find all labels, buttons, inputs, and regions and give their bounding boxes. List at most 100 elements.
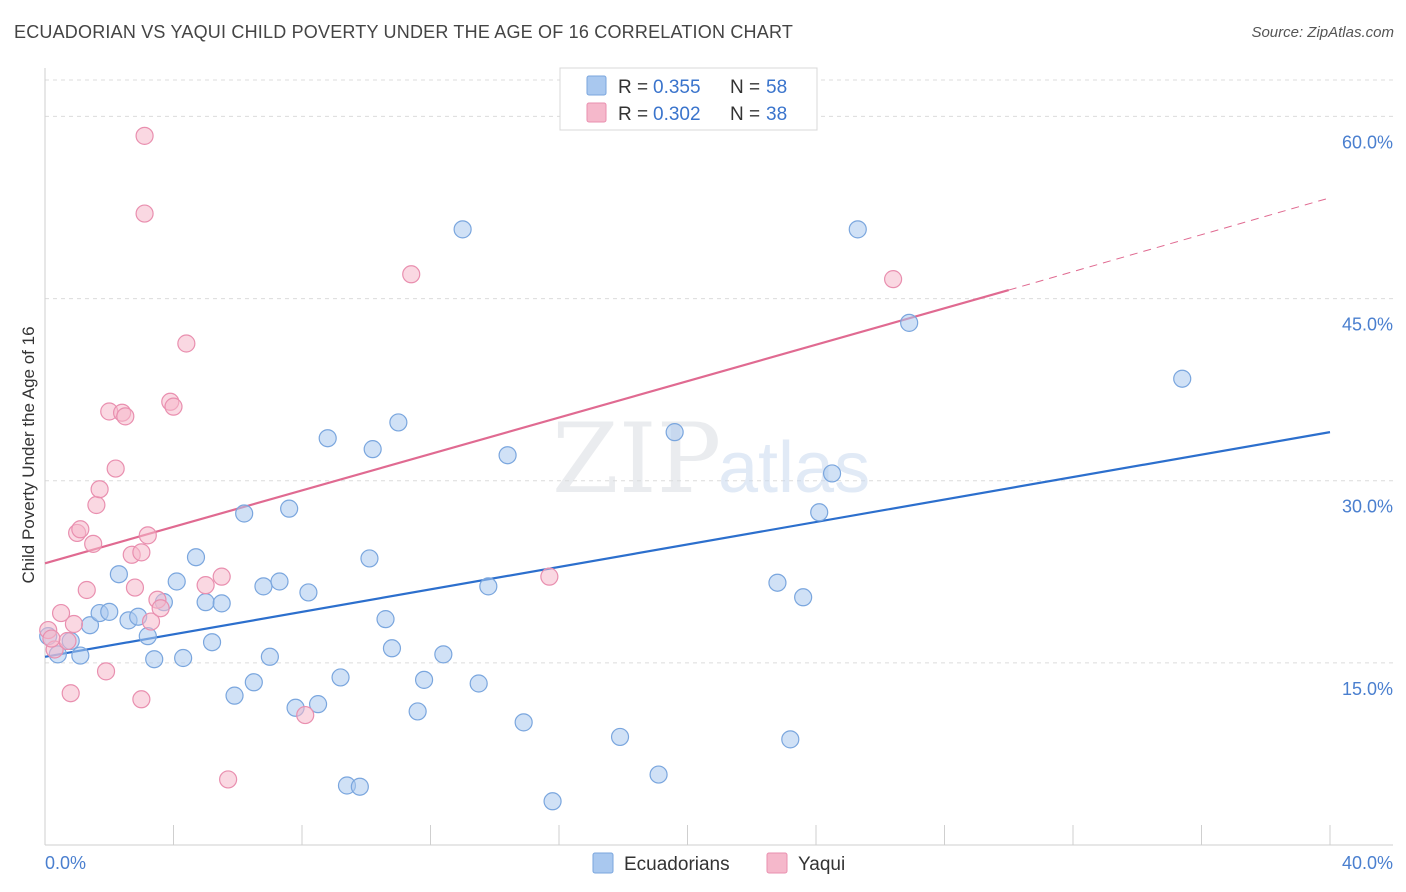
ecuadorians-point xyxy=(145,650,164,669)
yaqui-point xyxy=(132,543,151,562)
ecuadorians-point xyxy=(781,730,800,749)
yaqui-point xyxy=(219,770,238,789)
ecuadorians-point xyxy=(822,464,842,483)
ecuadorians-point xyxy=(363,440,382,459)
yaqui-point xyxy=(196,576,215,595)
ecuadorians-point xyxy=(350,777,369,796)
ecuadorians-point xyxy=(167,572,186,591)
x-tick-label: 40.0% xyxy=(1342,853,1393,873)
legend-label-yaqui: Yaqui xyxy=(798,854,845,875)
y-tick-labels: 15.0% 30.0% 45.0% 60.0% xyxy=(1342,132,1393,698)
ecuadorians-point xyxy=(202,633,222,652)
yaqui-point xyxy=(96,662,116,681)
yaqui-trend-line xyxy=(44,289,1010,565)
y-tick-label: 60.0% xyxy=(1342,132,1393,152)
yaqui-point xyxy=(177,334,196,353)
yaqui-point xyxy=(77,580,96,600)
series-legend: Ecuadorians Yaqui xyxy=(592,852,845,875)
yaqui-point xyxy=(883,270,903,289)
x-tick-label: 0.0% xyxy=(45,853,86,873)
ecuadorians-point xyxy=(235,504,254,523)
watermark-zip: ZIP xyxy=(552,403,721,515)
legend-swatch-ecuadorians-bottom xyxy=(592,852,614,874)
yaqui-point xyxy=(87,495,106,515)
ecuadorians-point xyxy=(100,602,119,621)
ecuadorians-point xyxy=(244,673,263,692)
x-tick-labels: 0.0% 40.0% xyxy=(45,853,1393,873)
ecuadorians-point xyxy=(331,668,350,687)
stats-legend: R = 0.355 N = 58 R = 0.302 N = 38 xyxy=(559,67,818,131)
ecuadorians-point xyxy=(196,593,215,612)
ecuadorians-point xyxy=(414,670,434,689)
ecuadorians-point xyxy=(382,639,402,658)
yaqui-point xyxy=(58,631,77,651)
yaqui-point xyxy=(132,690,151,709)
legend-n-label-ecuadorians: N = xyxy=(730,77,760,98)
y-axis-label: Child Poverty Under the Age of 16 xyxy=(19,326,38,583)
yaqui-point xyxy=(135,204,154,223)
data-points xyxy=(39,126,1192,811)
chart-title: ECUADORIAN VS YAQUI CHILD POVERTY UNDER … xyxy=(14,22,794,42)
ecuadorians-trend-line xyxy=(44,431,1331,658)
yaqui-point xyxy=(138,526,157,545)
yaqui-point xyxy=(106,459,125,478)
ecuadorians-point xyxy=(610,727,630,747)
ecuadorians-point xyxy=(212,594,231,613)
legend-label-ecuadorians: Ecuadorians xyxy=(624,854,730,875)
legend-r-value-ecuadorians: 0.355 xyxy=(653,77,701,98)
ecuadorians-point xyxy=(848,220,867,239)
ecuadorians-point xyxy=(543,792,562,811)
yaqui-point xyxy=(151,599,170,618)
yaqui-point xyxy=(402,265,421,284)
ecuadorians-point xyxy=(479,577,498,596)
yaqui-point xyxy=(212,567,231,586)
ecuadorians-point xyxy=(109,565,128,584)
ecuadorians-point xyxy=(665,423,684,442)
legend-r-label-yaqui: R = xyxy=(618,104,648,125)
legend-swatch-yaqui xyxy=(586,102,607,123)
legend-r-label-ecuadorians: R = xyxy=(618,77,648,98)
legend-swatch-yaqui-bottom xyxy=(766,852,788,874)
ecuadorians-point xyxy=(900,313,919,332)
ecuadorians-point xyxy=(318,429,337,448)
ecuadorians-point xyxy=(1173,369,1192,388)
y-tick-label: 30.0% xyxy=(1342,497,1393,517)
ecuadorians-point xyxy=(174,648,193,668)
ecuadorians-point xyxy=(453,220,472,239)
yaqui-point xyxy=(135,126,154,145)
legend-n-value-yaqui: 38 xyxy=(766,104,787,125)
ecuadorians-point xyxy=(649,765,668,784)
yaqui-point xyxy=(64,614,84,634)
legend-r-value-yaqui: 0.302 xyxy=(653,104,701,125)
ecuadorians-point xyxy=(469,674,488,693)
legend-n-value-ecuadorians: 58 xyxy=(766,77,787,98)
ecuadorians-point xyxy=(360,549,379,568)
y-tick-label: 45.0% xyxy=(1342,315,1393,335)
watermark-atlas: atlas xyxy=(718,428,870,508)
yaqui-point xyxy=(141,612,161,631)
source-credit: Source: ZipAtlas.com xyxy=(1251,24,1394,41)
ecuadorians-point xyxy=(254,577,273,596)
yaqui-point xyxy=(164,397,183,416)
y-tick-label: 15.0% xyxy=(1342,679,1393,699)
ecuadorians-point xyxy=(768,573,787,592)
yaqui-point xyxy=(61,684,80,703)
yaqui-point xyxy=(84,534,103,553)
axes xyxy=(44,68,1393,846)
ecuadorians-point xyxy=(270,572,289,591)
legend-swatch-ecuadorians xyxy=(586,75,607,96)
yaqui-point xyxy=(42,629,61,648)
ecuadorians-point xyxy=(260,647,279,666)
ecuadorians-point xyxy=(186,548,206,567)
legend-n-label-yaqui: N = xyxy=(730,104,760,125)
yaqui-point xyxy=(125,578,145,597)
ecuadorians-point xyxy=(376,610,395,629)
ecuadorians-point xyxy=(225,686,244,705)
trend-lines xyxy=(44,197,1331,658)
ecuadorians-point xyxy=(280,499,299,518)
yaqui-trend-extension xyxy=(1008,197,1331,291)
ecuadorians-point xyxy=(389,413,408,432)
ecuadorians-point xyxy=(308,695,328,714)
yaqui-point xyxy=(116,407,135,426)
